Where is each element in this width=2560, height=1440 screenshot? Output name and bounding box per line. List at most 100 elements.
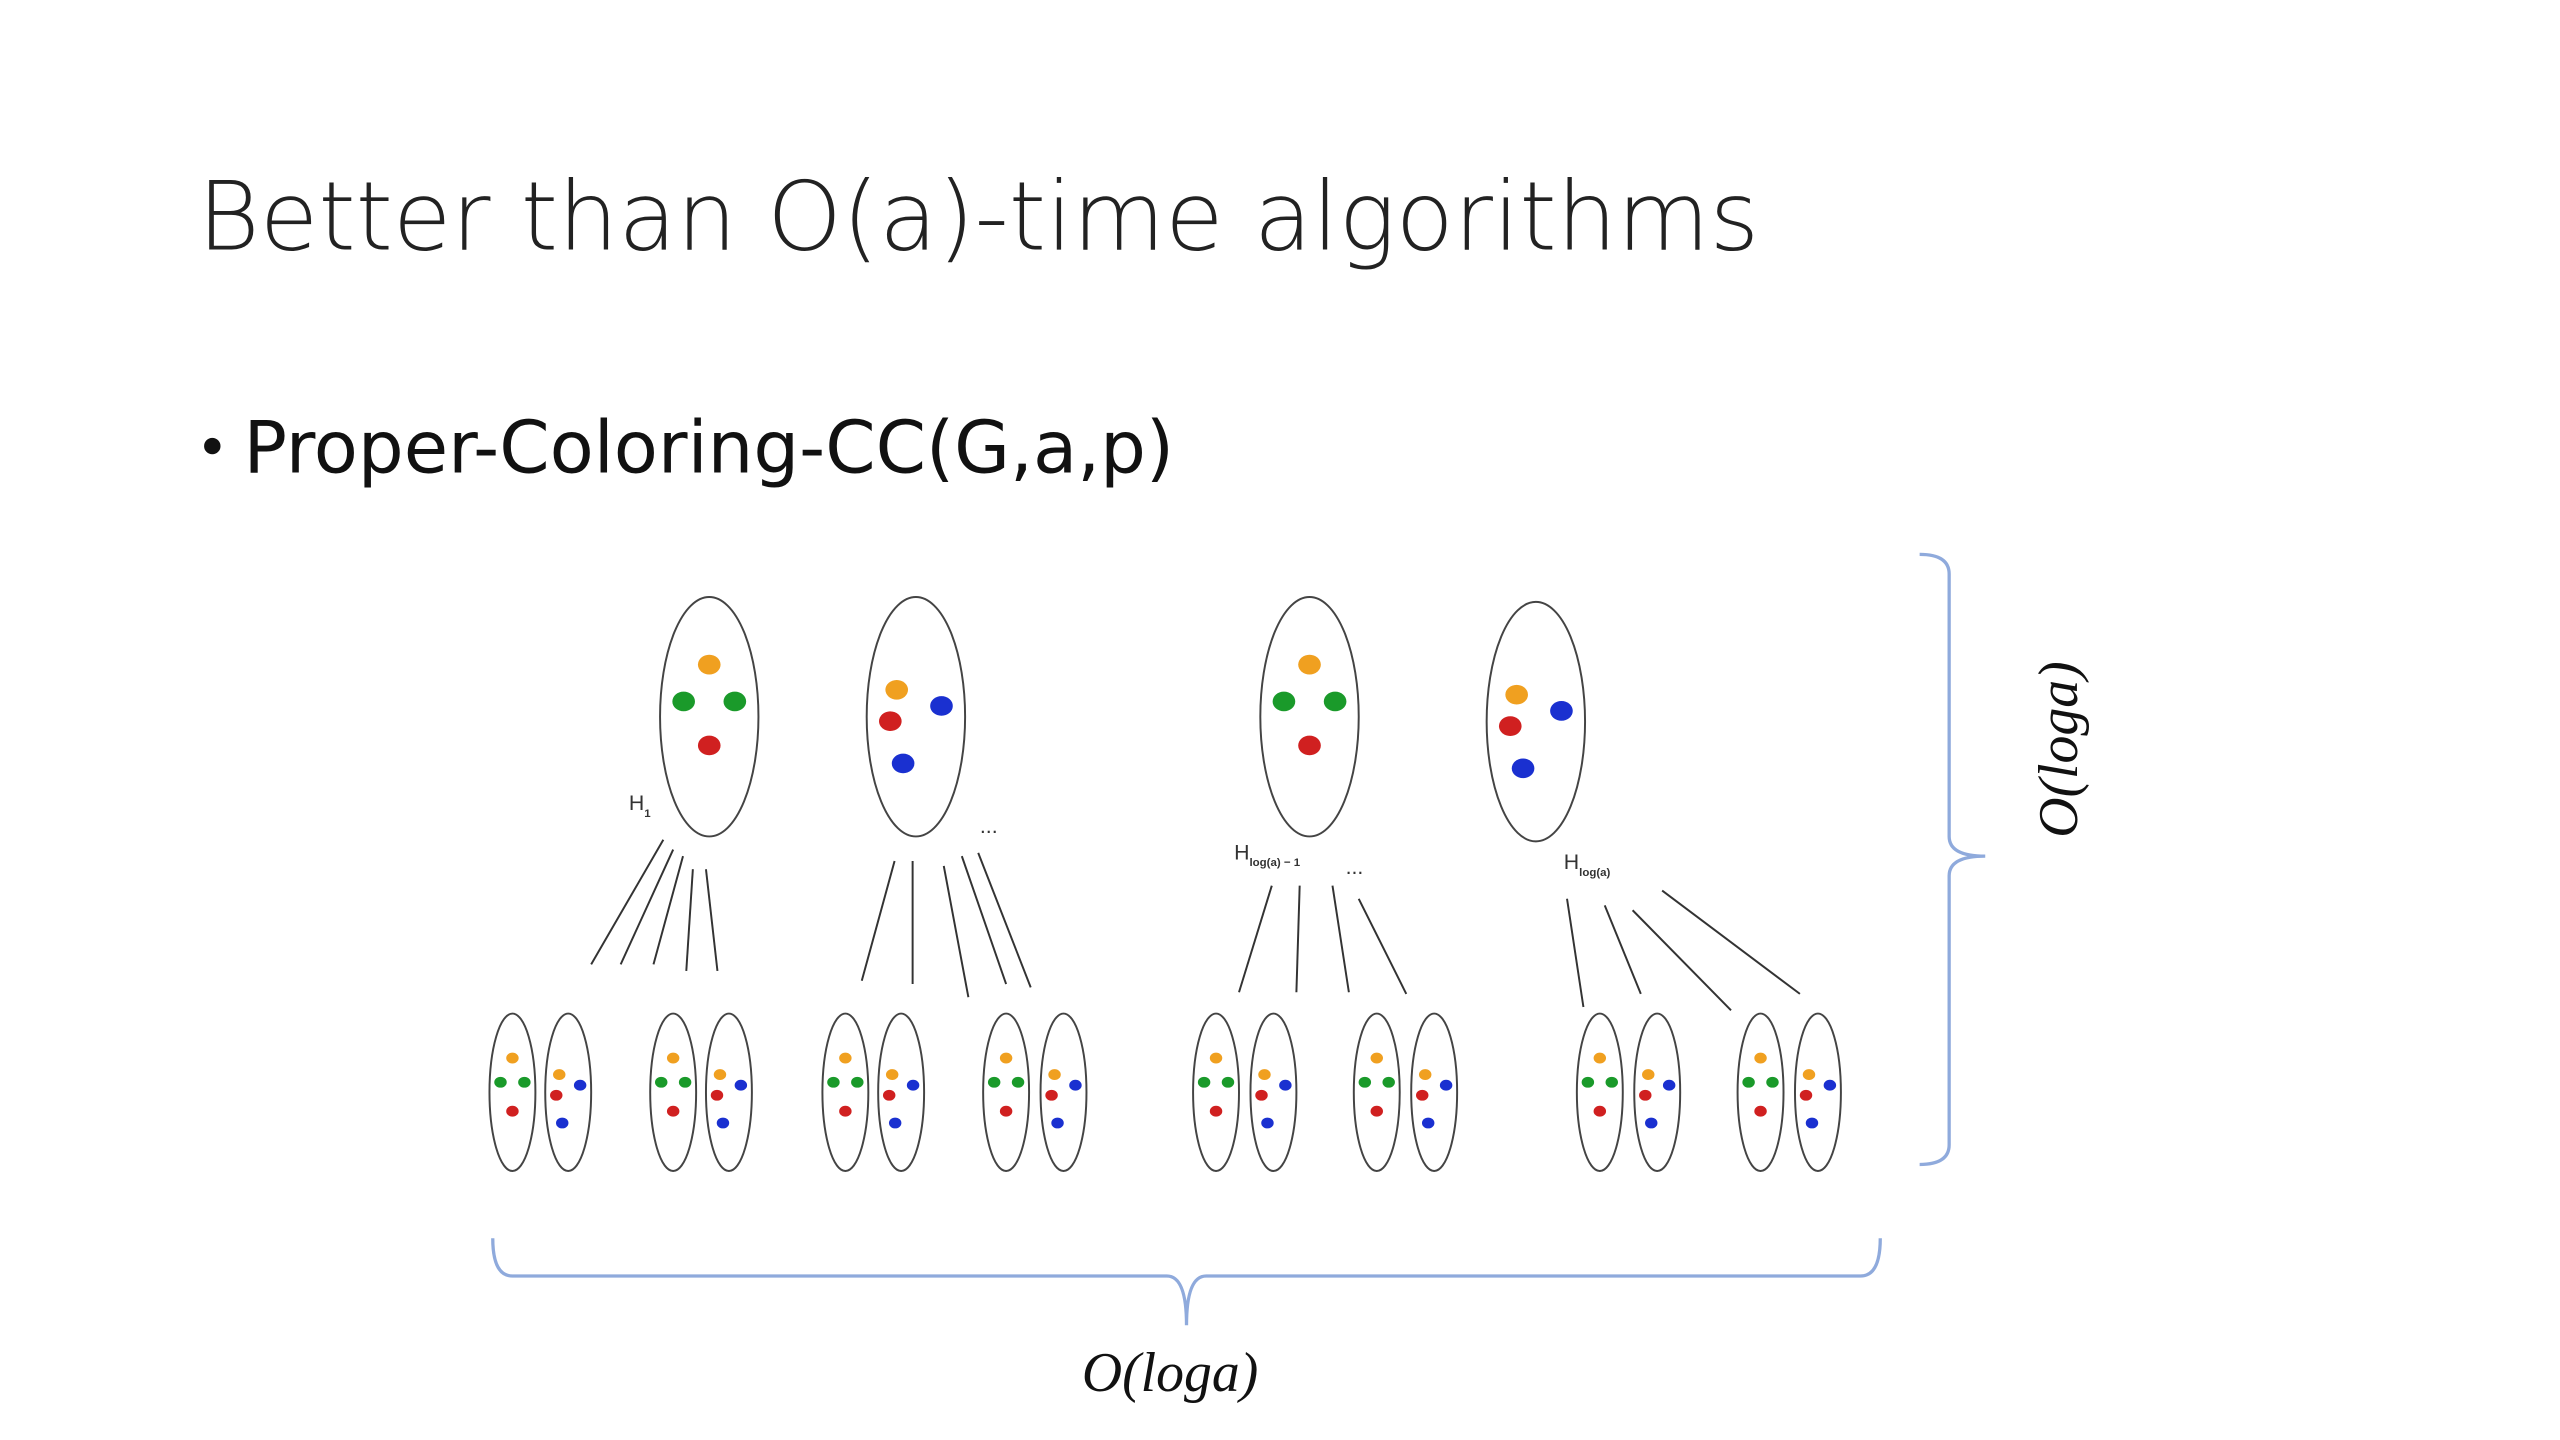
edge <box>652 855 684 965</box>
vertex <box>987 1076 1001 1088</box>
vertex <box>734 1079 748 1091</box>
vertex <box>1298 654 1321 675</box>
edge <box>1331 885 1350 993</box>
vertical-brace <box>1919 552 1986 1167</box>
vertex <box>1416 1089 1429 1101</box>
vertex <box>1593 1052 1607 1064</box>
vertex <box>1209 1105 1223 1117</box>
vertex <box>1421 1117 1435 1129</box>
edge <box>960 855 1008 985</box>
vertex <box>1550 701 1573 721</box>
vertex <box>1197 1076 1211 1088</box>
cluster <box>1192 1012 1240 1173</box>
vertex <box>723 691 747 712</box>
vertex <box>1505 684 1528 705</box>
vertex <box>882 1089 896 1101</box>
vertex <box>1370 1052 1383 1064</box>
label-sub: log(a) <box>1579 867 1610 879</box>
cluster <box>659 596 760 838</box>
cluster <box>1410 1012 1459 1173</box>
vertex <box>1261 1117 1274 1129</box>
bullet-text: Proper-Coloring-CC(G,a,p) <box>243 406 1174 490</box>
label-main: ... <box>980 814 998 838</box>
edge <box>685 869 694 971</box>
label-main: H <box>1564 850 1579 874</box>
vertex <box>573 1079 587 1091</box>
bullet-dot <box>204 437 221 455</box>
vertex <box>1498 716 1522 736</box>
vertex <box>1298 735 1321 756</box>
cluster <box>1259 596 1360 838</box>
vertex <box>1221 1076 1235 1088</box>
edge <box>619 849 675 965</box>
slide-title: Better than O(a)-time algorithms <box>198 162 1760 272</box>
label-sub: 1 <box>644 808 651 820</box>
horizontal-brace <box>491 1238 1882 1326</box>
edge <box>860 860 896 982</box>
vertex <box>1069 1079 1082 1091</box>
vertex <box>553 1069 566 1080</box>
vertex <box>885 1069 899 1080</box>
vertex <box>1823 1079 1837 1091</box>
cluster <box>1794 1012 1842 1173</box>
vertex <box>1642 1069 1655 1080</box>
cluster <box>1485 600 1587 843</box>
subgraph-label: H1 <box>629 791 651 820</box>
vertex <box>839 1052 852 1064</box>
vertex <box>878 711 902 732</box>
cluster <box>865 596 967 838</box>
vertex <box>999 1105 1013 1117</box>
cluster <box>1249 1012 1298 1173</box>
label-main: H <box>629 791 644 815</box>
vertex <box>930 696 953 716</box>
vertex <box>1605 1076 1618 1088</box>
vertex <box>494 1076 507 1088</box>
vertex <box>1645 1117 1658 1129</box>
cluster <box>982 1012 1031 1173</box>
vertex <box>1662 1079 1676 1091</box>
vertex <box>1742 1076 1755 1088</box>
cluster <box>821 1012 870 1173</box>
vertex <box>906 1079 920 1091</box>
vertex <box>1593 1105 1607 1117</box>
vertex <box>1799 1089 1813 1101</box>
subgraph-label: ... <box>980 814 998 838</box>
vertex <box>1048 1069 1061 1080</box>
vertex <box>666 1105 680 1117</box>
subgraph-label: Hlog(a) − 1 <box>1234 840 1301 869</box>
cluster <box>1736 1012 1785 1173</box>
vertex <box>678 1076 692 1088</box>
cluster <box>1575 1012 1624 1173</box>
vertex <box>888 1117 902 1129</box>
vertex <box>999 1052 1013 1064</box>
vertex <box>1258 1069 1271 1080</box>
label-main: ... <box>1346 855 1364 879</box>
vertex <box>1051 1117 1064 1129</box>
diagram: H1...Hlog(a) − 1... Hlog(a) <box>488 596 1842 1173</box>
vertex <box>1802 1069 1816 1080</box>
label-main: H <box>1234 840 1249 864</box>
vertex <box>1382 1076 1395 1088</box>
vertex <box>1279 1079 1292 1091</box>
vertex <box>1639 1089 1652 1101</box>
edge <box>1603 904 1642 995</box>
cluster <box>877 1012 926 1173</box>
vertex <box>851 1076 864 1088</box>
edge <box>977 852 1032 988</box>
vertex <box>697 735 721 756</box>
vertex <box>1323 691 1347 712</box>
vertex <box>666 1052 680 1064</box>
vertex <box>1439 1079 1453 1091</box>
edge <box>1566 898 1585 1008</box>
cluster <box>1352 1012 1401 1173</box>
vertex <box>697 654 721 675</box>
vertex <box>1255 1089 1268 1101</box>
edge <box>942 865 970 998</box>
vertex <box>1209 1052 1223 1064</box>
vertex <box>1766 1076 1779 1088</box>
vertex <box>1754 1105 1767 1117</box>
cluster <box>488 1012 537 1173</box>
subgraph-label: Hlog(a) <box>1564 850 1611 879</box>
vertex <box>1805 1117 1819 1129</box>
